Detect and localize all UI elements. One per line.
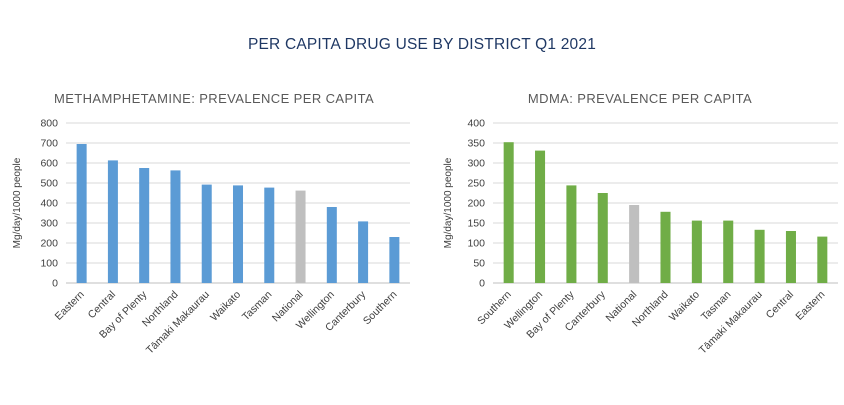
chart-mdma-title: MDMA: PREVALENCE PER CAPITA (528, 91, 752, 106)
x-tick-label: Waikato (208, 289, 243, 324)
y-tick-label: 150 (467, 218, 485, 230)
y-tick-label: 500 (40, 178, 58, 190)
y-tick-label: 300 (40, 218, 58, 230)
y-tick-label: 400 (40, 198, 58, 210)
bar-wellington (326, 207, 337, 283)
x-tick-label: Tasman (240, 289, 275, 324)
bar-northland (170, 170, 181, 283)
bar-national (629, 205, 640, 283)
bar-eastern (817, 236, 828, 283)
bar-canterbury (597, 193, 608, 283)
bar-southern (503, 142, 514, 283)
y-axis-label: Mg/day/1000 people (12, 157, 23, 248)
bar-central (107, 160, 118, 283)
x-tick-label: Eastern (53, 289, 87, 323)
y-tick-label: 50 (473, 258, 485, 270)
y-tick-label: 350 (467, 138, 485, 150)
bar-central (785, 231, 796, 283)
chart-meth-title: METHAMPHETAMINE: PREVALENCE PER CAPITA (54, 91, 374, 106)
y-tick-label: 0 (479, 278, 485, 290)
bar-national (295, 190, 306, 283)
y-tick-label: 300 (467, 158, 485, 170)
y-tick-label: 200 (467, 198, 485, 210)
bar-eastern (76, 144, 87, 283)
x-tick-label: Central (764, 289, 796, 321)
bar-southern (389, 237, 400, 283)
y-tick-label: 200 (40, 238, 58, 250)
y-axis-label: Mg/day/1000 people (443, 157, 454, 248)
y-tick-label: 800 (40, 118, 58, 130)
x-tick-label: Southern (361, 289, 400, 328)
bar-waikato (232, 185, 244, 283)
bar-t-maki-makaurau (201, 184, 212, 283)
chart-meth: METHAMPHETAMINE: PREVALENCE PER CAPITA 0 1… (12, 91, 410, 357)
y-tick-label: 600 (40, 158, 58, 170)
y-tick-label: 250 (467, 178, 485, 190)
chart-mdma: MDMA: PREVALENCE PER CAPITA 0 50 100 150 200 2… (443, 91, 838, 357)
bar-bay-of-plenty (566, 185, 577, 283)
y-tick-label: 100 (40, 258, 58, 270)
x-tick-label: Eastern (793, 289, 827, 323)
x-tick-label: Waikato (667, 289, 702, 324)
bar-t-maki-makaurau (754, 229, 765, 283)
y-tick-label: 100 (467, 238, 485, 250)
bar-wellington (535, 150, 546, 283)
y-tick-label: 400 (467, 118, 485, 130)
bar-tasman (264, 187, 275, 283)
y-tick-label: 700 (40, 138, 58, 150)
y-tick-label: 0 (52, 278, 58, 290)
bar-waikato (691, 220, 702, 283)
page-title: PER CAPITA DRUG USE BY DISTRICT Q1 2021 (247, 36, 597, 53)
bar-bay-of-plenty (139, 168, 150, 283)
bar-canterbury (358, 221, 369, 283)
bar-tasman (723, 220, 734, 283)
bar-northland (660, 211, 671, 283)
